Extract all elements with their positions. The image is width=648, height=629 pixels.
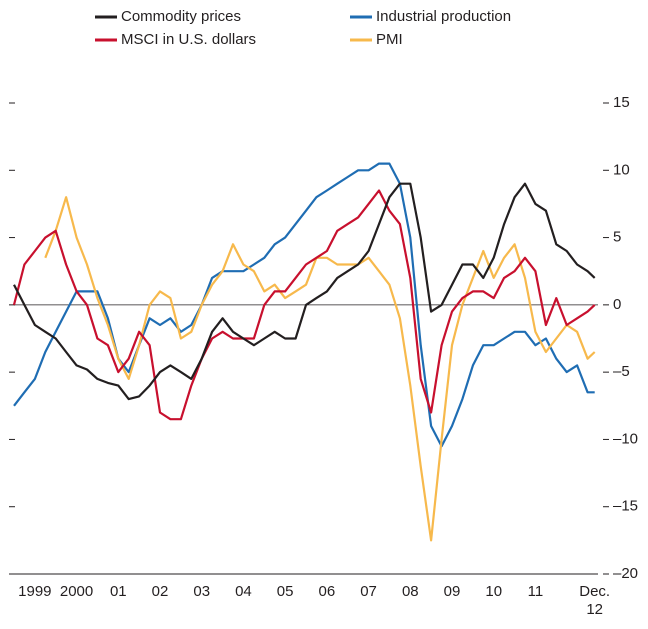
y-tick-label: 15 <box>613 94 630 111</box>
x-tick-label: 11 <box>527 583 544 600</box>
series-line <box>12 189 596 421</box>
y-tick-label: –10 <box>613 430 638 447</box>
y-tick-label: –5 <box>613 363 630 380</box>
x-tick-label: 10 <box>485 583 503 600</box>
x-tick-label: 03 <box>193 583 211 600</box>
legend-label: PMI <box>376 31 403 48</box>
series-line <box>13 162 595 448</box>
y-tick-label: –15 <box>613 498 638 515</box>
y-tick-label: 5 <box>613 229 621 246</box>
x-tick-label: 04 <box>235 583 252 600</box>
x-tick-label: 06 <box>318 583 336 600</box>
x-tick-label: Dec. 12 <box>579 583 611 618</box>
series-line <box>13 182 596 401</box>
x-tick-label: 09 <box>443 583 461 600</box>
x-tick-label: 1999 <box>18 583 52 600</box>
legend-label: Commodity prices <box>121 8 241 25</box>
legend-label: Industrial production <box>376 8 511 25</box>
x-tick-label: 02 <box>151 583 169 600</box>
y-tick-label: 0 <box>613 296 621 313</box>
x-tick-label: 07 <box>360 583 377 600</box>
x-tick-label: 2000 <box>59 583 94 600</box>
legend-label: MSCI in U.S. dollars <box>121 31 256 48</box>
series-line <box>44 196 596 542</box>
x-tick-label: 01 <box>109 583 127 600</box>
x-tick-label: 05 <box>276 583 294 600</box>
x-tick-label: 08 <box>401 583 419 600</box>
y-tick-label: 10 <box>613 161 630 178</box>
y-tick-label: –20 <box>613 565 638 582</box>
